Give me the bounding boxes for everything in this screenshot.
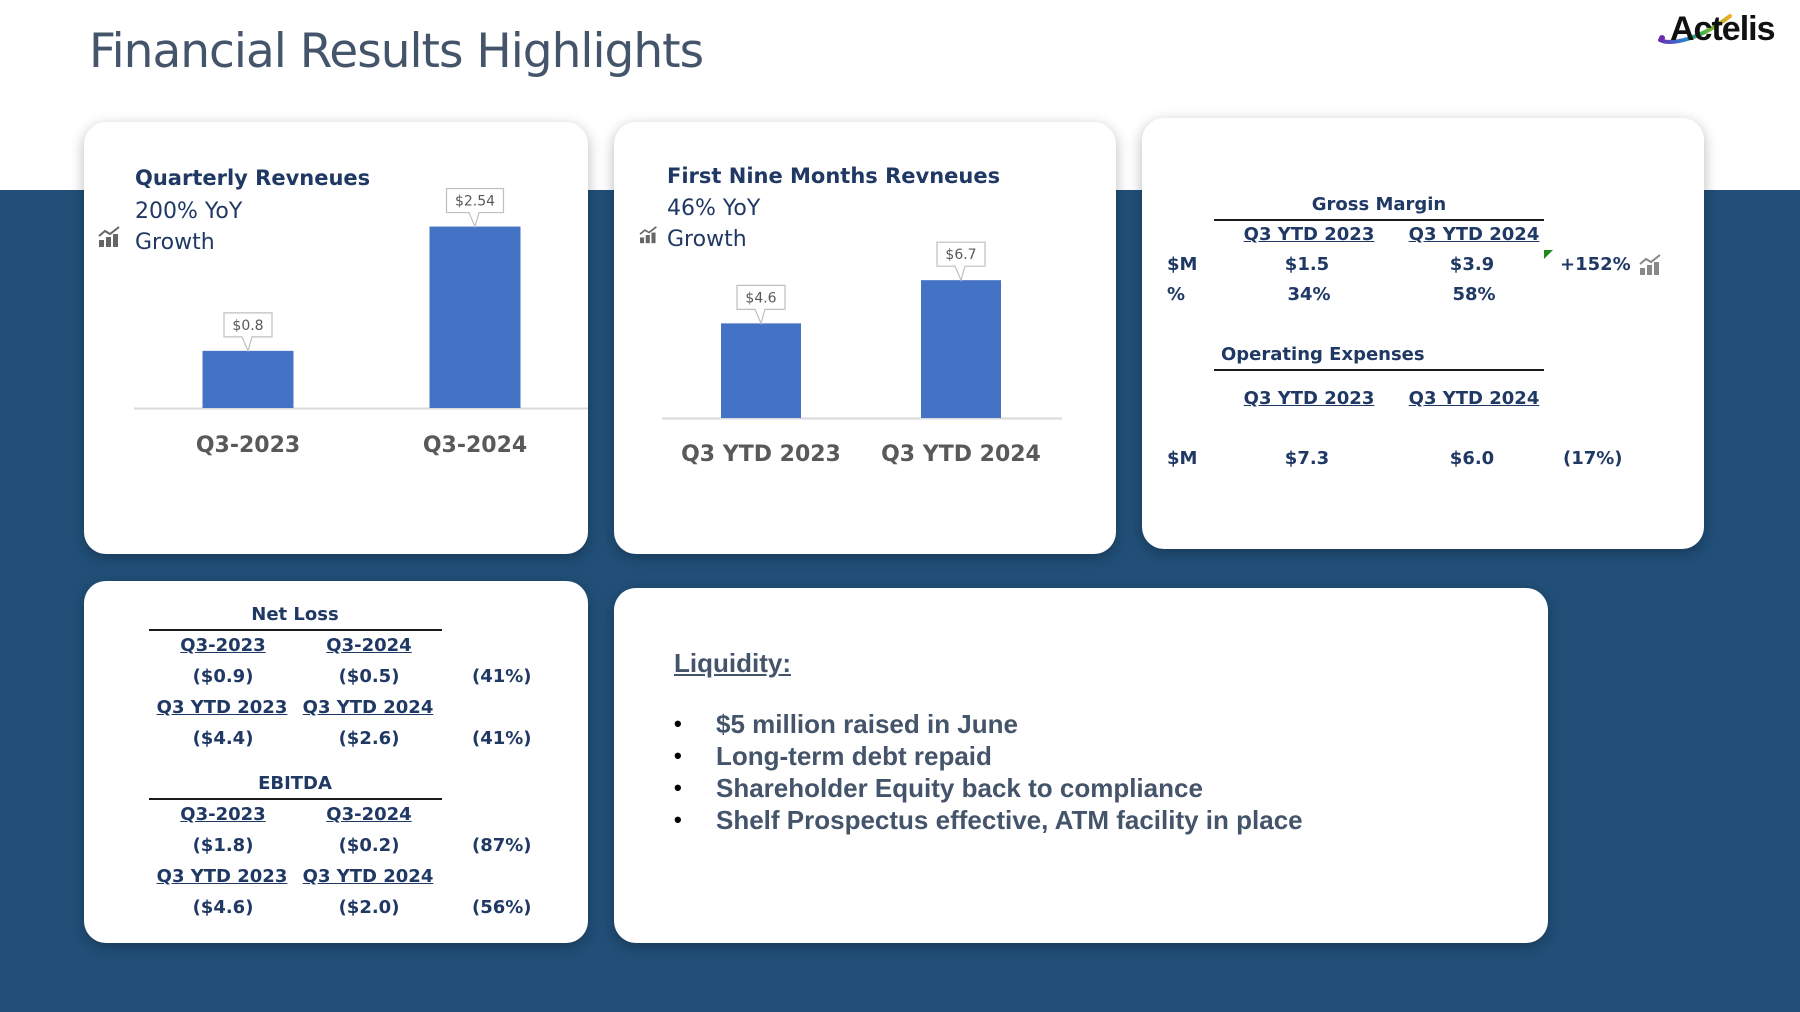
liquidity-item-text: Shelf Prospectus effective, ATM facility… [716,805,1303,835]
nl-ytd-v2: ($2.6) [338,728,400,749]
data-label-callout: $2.54 [445,187,505,229]
opex-change: (17%) [1563,448,1623,469]
bullet-icon: • [674,711,682,736]
growth-chart-icon [1639,254,1661,275]
ebitda-heading: EBITDA [258,773,332,794]
nine-months-growth-label: Growth [667,227,747,252]
eb-q-col2: Q3-2024 [326,804,412,825]
opex-value-2023: $7.3 [1284,448,1330,469]
eb-ytd-change: (56%) [472,897,532,918]
page-title: Financial Results Highlights [89,24,704,79]
bar-q3-2024 [429,226,521,408]
opex-col2-header: Q3 YTD 2024 [1408,388,1540,409]
quarterly-revenue-chart: $0.8 Q3-2023 $2.54 Q3-2024 [134,187,588,458]
liquidity-item: • $5 million raised in June [674,708,1303,740]
nine-months-yoy-label: 46% YoY [667,196,761,221]
company-logo: Actelis [1652,8,1792,52]
eb-ytd-v1: ($4.6) [192,897,254,918]
gm-col1-header: Q3 YTD 2023 [1243,224,1375,245]
eb-q-col1: Q3-2023 [180,804,266,825]
quarterly-revenue-card: Quarterly Revneues 200% YoY Growth $0.8 Q… [84,122,588,554]
nl-ytd-change: (41%) [472,728,532,749]
eb-q-v2: ($0.2) [338,835,400,856]
bullet-icon: • [674,807,682,832]
quarterly-yoy-label: 200% YoY [135,199,243,224]
nl-ytd-col1: Q3 YTD 2023 [156,697,288,718]
category-label: Q3 YTD 2023 [681,442,841,467]
liquidity-list: • $5 million raised in June • Long-term de… [674,708,1303,836]
ebitda-rule [149,798,442,800]
eb-ytd-col1: Q3 YTD 2023 [156,866,288,887]
data-label-callout: $0.8 [223,312,273,353]
nl-ytd-col2: Q3 YTD 2024 [302,697,434,718]
data-label-callout: $6.7 [936,241,986,282]
margin-opex-card: Gross Margin Q3 YTD 2023 Q3 YTD 2024 $M … [1142,118,1704,549]
liquidity-item: • Shelf Prospectus effective, ATM facilit… [674,804,1303,836]
category-label: Q3-2024 [423,433,527,458]
gm-pct-2024: 58% [1452,284,1496,305]
eb-ytd-v2: ($2.0) [338,897,400,918]
net-loss-rule [149,629,442,631]
liquidity-card: Liquidity: • $5 million raised in June • L… [614,588,1548,943]
gm-pct-2023: 34% [1287,284,1331,305]
opex-value-2024: $6.0 [1449,448,1495,469]
nine-months-revenue-chart: $4.6 Q3 YTD 2023 $6.7 Q3 YTD 2024 [662,241,1062,467]
liquidity-item: • Shareholder Equity back to compliance [674,772,1303,804]
nl-q-col2: Q3-2024 [326,635,412,656]
opex-row-label: $M [1167,448,1198,469]
opex-col1-header: Q3 YTD 2023 [1243,388,1375,409]
growth-chart-icon [98,226,120,247]
bar-q3-2023 [202,350,294,408]
data-label: $2.54 [455,194,495,210]
bar-q3-ytd-2023 [721,323,801,418]
quarterly-growth-label: Growth [135,230,215,255]
category-label: Q3 YTD 2024 [881,442,1041,467]
gross-margin-heading: Gross Margin [1311,194,1447,215]
liquidity-title: Liquidity: [674,648,791,678]
gm-row-value-2024: $3.9 [1449,254,1495,275]
increase-marker-icon [1544,250,1553,259]
opex-heading: Operating Expenses [1221,344,1425,365]
growth-chart-icon [639,226,657,244]
gm-col2-header: Q3 YTD 2024 [1408,224,1540,245]
nl-q-change: (41%) [472,666,532,687]
eb-ytd-col2: Q3 YTD 2024 [302,866,434,887]
opex-rule [1214,369,1544,371]
net-loss-ebitda-card: Net Loss Q3-2023 Q3-2024 ($0.9) ($0.5) (… [84,581,588,943]
bullet-icon: • [674,743,682,768]
bar-q3-ytd-2024 [921,280,1001,418]
liquidity-item: • Long-term debt repaid [674,740,1303,772]
category-label: Q3-2023 [196,433,300,458]
logo-swoosh-icon [1658,14,1732,44]
liquidity-item-text: Long-term debt repaid [716,741,992,771]
gross-margin-rule [1214,219,1544,221]
eb-q-change: (87%) [472,835,532,856]
gm-row-value-2023: $1.5 [1284,254,1330,275]
nl-ytd-v1: ($4.4) [192,728,254,749]
nl-q-v2: ($0.5) [338,666,400,687]
data-label-callout: $4.6 [736,284,786,326]
nine-months-revenue-title: First Nine Months Revneues [667,164,1001,188]
liquidity-item-text: $5 million raised in June [716,709,1018,739]
gm-change: +152% [1560,254,1631,275]
logo-text: Actelis [1670,10,1775,48]
gm-pct-label: % [1167,284,1186,305]
nine-months-revenue-card: First Nine Months Revneues 46% YoY Growt… [614,122,1116,554]
net-loss-heading: Net Loss [251,604,339,625]
data-label: $0.8 [232,318,263,334]
gm-row-label: $M [1167,254,1198,275]
nl-q-col1: Q3-2023 [180,635,266,656]
liquidity-item-text: Shareholder Equity back to compliance [716,773,1203,803]
data-label: $6.7 [945,247,976,263]
eb-q-v1: ($1.8) [192,835,254,856]
nl-q-v1: ($0.9) [192,666,254,687]
quarterly-revenue-title: Quarterly Revneues [135,166,371,190]
bullet-icon: • [674,775,682,800]
data-label: $4.6 [745,290,776,306]
